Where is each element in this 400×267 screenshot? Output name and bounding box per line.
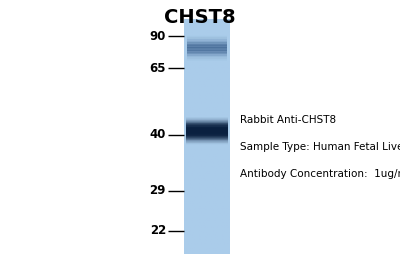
Text: Antibody Concentration:  1ug/mL: Antibody Concentration: 1ug/mL [240, 168, 400, 179]
Text: 65: 65 [150, 62, 166, 74]
Text: Rabbit Anti-CHST8: Rabbit Anti-CHST8 [240, 115, 336, 125]
Text: CHST8: CHST8 [164, 8, 236, 27]
Text: 40: 40 [150, 128, 166, 141]
Text: 29: 29 [150, 184, 166, 197]
Text: Sample Type: Human Fetal Liver: Sample Type: Human Fetal Liver [240, 142, 400, 152]
Text: 90: 90 [150, 30, 166, 42]
Text: 22: 22 [150, 225, 166, 237]
